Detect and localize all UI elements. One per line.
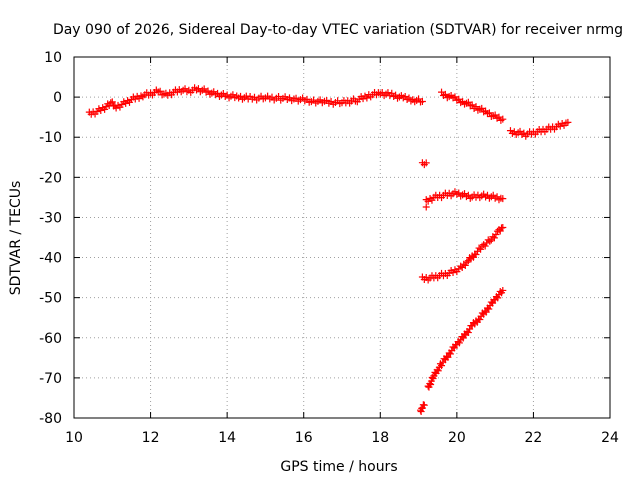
data-point xyxy=(485,109,493,117)
x-tick-label: 10 xyxy=(65,430,83,446)
data-point xyxy=(427,381,435,389)
data-point xyxy=(483,239,491,247)
y-tick-label: 10 xyxy=(44,50,62,66)
data-point xyxy=(468,101,476,109)
data-point xyxy=(492,231,500,239)
x-tick-label: 22 xyxy=(525,430,543,446)
y-tick-label: -30 xyxy=(39,210,62,226)
data-point xyxy=(418,98,426,106)
data-point xyxy=(494,294,502,302)
y-tick-label: -40 xyxy=(39,251,62,267)
data-point xyxy=(490,234,498,242)
data-point xyxy=(485,305,493,313)
data-point xyxy=(463,258,471,266)
data-point xyxy=(480,241,488,249)
data-point xyxy=(428,374,436,382)
data-point xyxy=(461,261,469,269)
data-point xyxy=(472,251,480,259)
data-point xyxy=(275,92,283,100)
data-point xyxy=(420,401,428,409)
y-tick-label: 0 xyxy=(53,90,62,106)
data-point xyxy=(422,203,430,211)
chart-title: Day 090 of 2026, Sidereal Day-to-day VTE… xyxy=(53,22,623,38)
y-tick-label: -10 xyxy=(39,130,62,146)
data-point xyxy=(417,408,425,416)
data-point xyxy=(156,87,164,95)
data-point xyxy=(499,286,507,294)
data-point xyxy=(434,367,442,375)
data-point xyxy=(446,350,454,358)
data-point xyxy=(564,118,572,126)
data-point xyxy=(499,195,507,203)
y-tick-label: -20 xyxy=(39,170,62,186)
y-axis-label: SDTVAR / TECUs xyxy=(8,181,24,296)
data-point xyxy=(477,245,485,253)
x-tick-label: 18 xyxy=(371,430,389,446)
data-point xyxy=(464,98,472,106)
data-point xyxy=(478,104,486,112)
data-point xyxy=(499,223,507,231)
data-point xyxy=(108,98,116,106)
plot-frame xyxy=(73,56,611,419)
data-point xyxy=(464,329,472,337)
data-point xyxy=(422,159,430,167)
data-point xyxy=(438,362,446,370)
y-tick-label: -80 xyxy=(39,411,62,427)
data-point xyxy=(496,227,504,235)
y-tick-label: -70 xyxy=(39,371,62,387)
data-point xyxy=(499,115,507,123)
x-tick-label: 16 xyxy=(295,430,313,446)
data-point xyxy=(481,242,489,250)
tick-labels: 10 12 14 16 18 20 22 24 10 0 -10 -20 -30 -40 -50 -60 -70… xyxy=(39,50,619,446)
x-axis-label: GPS time / hours xyxy=(280,459,397,475)
data-point xyxy=(486,237,494,245)
x-tick-label: 20 xyxy=(448,430,466,446)
y-tick-label: -60 xyxy=(39,331,62,347)
x-tick-label: 24 xyxy=(601,430,619,446)
data-points xyxy=(85,84,572,416)
data-point xyxy=(455,339,463,347)
x-tick-label: 14 xyxy=(218,430,236,446)
data-point xyxy=(476,316,484,324)
x-tick-label: 12 xyxy=(142,430,160,446)
data-point xyxy=(472,103,480,111)
y-tick-label: -50 xyxy=(39,291,62,307)
